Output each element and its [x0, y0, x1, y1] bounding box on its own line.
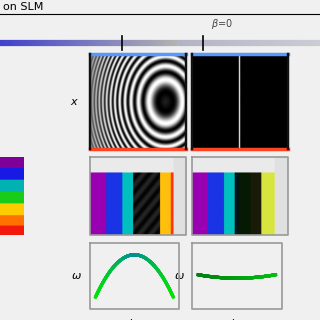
Text: on SLM: on SLM: [3, 2, 44, 12]
Text: x: x: [70, 97, 77, 107]
Text: $\beta$=0: $\beta$=0: [211, 17, 233, 31]
Text: x: x: [173, 97, 179, 107]
Text: $\omega$: $\omega$: [132, 158, 143, 168]
Text: $\omega$: $\omega$: [174, 271, 185, 281]
Text: $k_x$: $k_x$: [128, 317, 141, 320]
Text: $k_x$: $k_x$: [230, 317, 243, 320]
Text: $\omega$: $\omega$: [71, 271, 82, 281]
Text: $\omega$: $\omega$: [235, 158, 245, 168]
